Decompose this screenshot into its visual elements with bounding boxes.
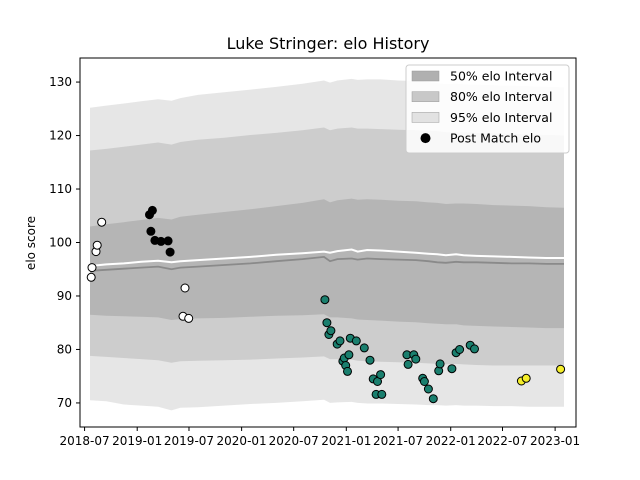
x-tick-label: 2022-01 [426, 434, 476, 448]
mean-elo-line [89, 248, 564, 267]
post-match-point [419, 377, 429, 386]
y-axis-ticks: 70 80 90 100 110 120 130 [49, 75, 80, 410]
post-match-point [344, 350, 354, 360]
x-axis-ticks: 2018-07 2019-01 2019-07 2020-01 2020-07 2021-… [60, 427, 580, 448]
post-match-point [86, 272, 96, 282]
y-tick-label: 70 [57, 396, 72, 410]
legend-marker [420, 133, 431, 144]
legend-label: 80% elo Interval [450, 89, 552, 104]
post-match-point [411, 354, 421, 364]
post-match-point [403, 359, 413, 369]
post-match-point [163, 236, 173, 246]
x-tick-label: 2020-01 [217, 434, 267, 448]
x-tick-label: 2021-01 [321, 434, 371, 448]
legend-swatch [411, 91, 440, 102]
interval-bands [90, 78, 564, 411]
legend-box [405, 64, 570, 154]
post-match-point [521, 373, 531, 383]
post-match-point [423, 384, 433, 394]
post-match-point [165, 247, 175, 257]
y-tick-label: 120 [49, 129, 72, 143]
legend-label: 95% elo Interval [450, 110, 552, 125]
median-elo-line [89, 255, 564, 272]
x-tick-label: 2021-07 [373, 434, 423, 448]
post-match-point [428, 394, 438, 404]
post-match-point [320, 295, 330, 305]
post-match-point [556, 364, 566, 374]
post-match-point [351, 336, 361, 346]
post-match-point [376, 370, 386, 380]
legend-swatch [411, 70, 440, 82]
post-match-point [87, 263, 97, 273]
chart-title: Luke Stringer: elo History [227, 34, 430, 53]
x-tick-label: 2018-07 [60, 434, 110, 448]
post-match-point [335, 336, 345, 346]
x-tick-label: 2022-07 [477, 434, 527, 448]
band-50-interval [90, 198, 564, 329]
y-tick-label: 80 [57, 342, 72, 356]
post-match-points [86, 205, 566, 404]
post-match-point [435, 359, 445, 369]
post-match-point [322, 318, 332, 328]
x-tick-label: 2023-01 [530, 434, 580, 448]
y-tick-label: 110 [49, 182, 72, 196]
post-match-point [92, 240, 102, 250]
x-tick-label: 2020-07 [269, 434, 319, 448]
post-match-point [359, 343, 369, 353]
legend-label: 50% elo Interval [450, 69, 552, 84]
x-tick-label: 2019-07 [164, 434, 214, 448]
post-match-point [455, 345, 465, 354]
y-axis-label: elo score [24, 216, 38, 270]
trend-lines [89, 248, 564, 272]
legend: 50% elo Interval 80% elo Interval 95% elo … [405, 64, 570, 154]
post-match-point [447, 364, 457, 374]
post-match-point [146, 226, 156, 236]
post-match-point [343, 366, 352, 376]
legend-swatch [411, 112, 440, 123]
legend-label: Post Match elo [450, 131, 541, 146]
post-match-point [97, 217, 107, 227]
x-tick-label: 2019-01 [112, 434, 162, 448]
y-tick-label: 100 [49, 236, 72, 250]
post-match-point [470, 344, 479, 354]
post-match-point [377, 389, 387, 399]
post-match-point [180, 283, 190, 293]
y-tick-label: 130 [49, 75, 72, 89]
post-match-point [365, 355, 375, 365]
y-tick-label: 90 [57, 289, 72, 303]
post-match-point [326, 326, 336, 336]
post-match-point [147, 205, 157, 215]
post-match-point [184, 313, 194, 323]
